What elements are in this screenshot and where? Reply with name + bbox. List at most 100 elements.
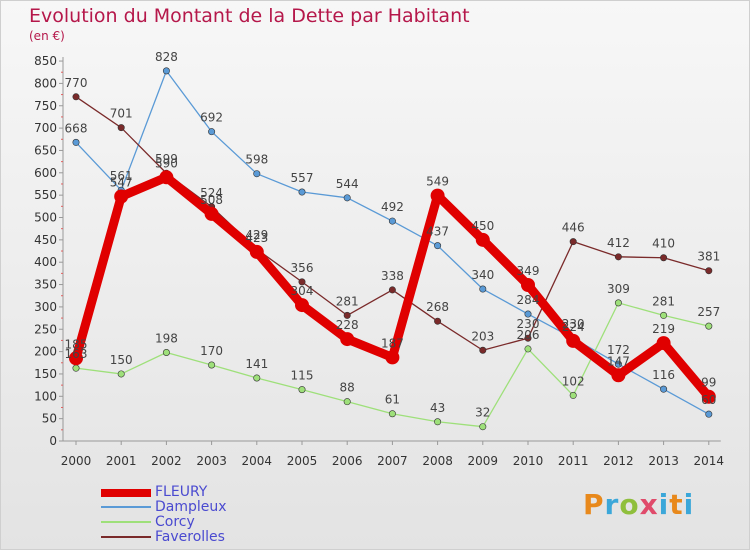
data-label-corcy-2005: 115 <box>291 369 314 383</box>
y-tick-label: 600 <box>34 166 57 180</box>
data-label-faverolles-2006: 281 <box>336 294 359 308</box>
point-dampleux-2014 <box>705 410 713 418</box>
y-tick-label: 800 <box>34 76 57 90</box>
y-tick-label: 850 <box>34 54 57 68</box>
point-corcy-2010 <box>524 345 532 353</box>
point-faverolles-2012 <box>614 253 622 261</box>
data-label-corcy-2009: 32 <box>475 406 490 420</box>
data-label-fleury-2012: 147 <box>607 354 630 368</box>
y-tick-label: 750 <box>34 99 57 113</box>
point-dampleux-2002 <box>162 67 170 75</box>
point-dampleux-2003 <box>208 128 216 136</box>
point-fleury-2007 <box>385 350 400 365</box>
x-tick-label: 2007 <box>377 454 408 468</box>
point-dampleux-2012 <box>614 360 622 368</box>
data-label-fleury-2008: 549 <box>426 175 449 189</box>
point-corcy-2004 <box>253 374 261 382</box>
data-label-fleury-2013: 219 <box>652 322 675 336</box>
data-label-fleury-2001: 547 <box>110 175 133 189</box>
data-label-faverolles-2010: 230 <box>517 317 540 331</box>
data-label-corcy-2000: 163 <box>65 347 88 361</box>
legend-swatch-fleury <box>101 489 151 497</box>
point-corcy-2005 <box>298 386 306 394</box>
point-dampleux-2000 <box>72 138 80 146</box>
legend-label-dampleux: Dampleux <box>155 499 227 515</box>
data-label-dampleux-2014: 60 <box>701 393 716 407</box>
data-label-corcy-2004: 141 <box>245 357 268 371</box>
data-label-dampleux-2007: 492 <box>381 200 404 214</box>
point-faverolles-2005 <box>298 278 306 286</box>
data-label-faverolles-2001: 701 <box>110 107 133 121</box>
chart-subtitle: (en €) <box>29 29 65 43</box>
data-label-dampleux-2013: 116 <box>652 368 675 382</box>
data-label-dampleux-2010: 284 <box>517 293 540 307</box>
data-label-faverolles-2007: 338 <box>381 269 404 283</box>
point-corcy-2002 <box>162 348 170 356</box>
data-label-dampleux-2012: 172 <box>607 343 630 357</box>
data-label-dampleux-2000: 668 <box>65 121 88 135</box>
point-dampleux-2013 <box>660 385 668 393</box>
data-label-dampleux-2004: 598 <box>245 153 268 167</box>
data-label-fleury-2002: 590 <box>155 156 178 170</box>
point-fleury-2008 <box>430 188 445 203</box>
y-tick-label: 550 <box>34 188 57 202</box>
y-tick-label: 350 <box>34 278 57 292</box>
point-fleury-2009 <box>475 232 490 247</box>
x-tick-label: 2011 <box>558 454 589 468</box>
data-label-faverolles-2008: 268 <box>426 300 449 314</box>
legend-swatch-corcy <box>101 521 151 523</box>
x-tick-label: 2005 <box>287 454 318 468</box>
x-tick-label: 2008 <box>422 454 453 468</box>
y-tick-label: 400 <box>34 255 57 269</box>
y-tick-label: 300 <box>34 300 57 314</box>
proxiti-logo: Proxiti <box>583 488 695 521</box>
data-label-faverolles-2003: 524 <box>200 186 223 200</box>
y-tick-label: 450 <box>34 233 57 247</box>
data-label-dampleux-2006: 544 <box>336 177 359 191</box>
point-faverolles-2014 <box>705 267 713 275</box>
legend-label-fleury: FLEURY <box>155 484 208 500</box>
point-fleury-2002 <box>159 170 174 185</box>
point-corcy-2003 <box>208 361 216 369</box>
point-dampleux-2010 <box>524 310 532 318</box>
y-tick-label: 700 <box>34 121 57 135</box>
x-tick-label: 2013 <box>648 454 679 468</box>
x-tick-label: 2000 <box>61 454 92 468</box>
y-tick-label: 100 <box>34 389 57 403</box>
x-tick-label: 2004 <box>242 454 273 468</box>
x-tick-label: 2001 <box>106 454 137 468</box>
point-fleury-2005 <box>295 298 309 313</box>
y-tick-label: 200 <box>34 345 57 359</box>
legend-swatch-faverolles <box>101 536 151 538</box>
point-faverolles-2006 <box>343 311 351 319</box>
point-fleury-2006 <box>340 332 355 347</box>
data-label-fleury-2010: 349 <box>517 264 540 278</box>
y-tick-label: 0 <box>49 434 57 448</box>
x-tick-label: 2002 <box>151 454 182 468</box>
y-tick-label: 500 <box>34 211 57 225</box>
point-corcy-2011 <box>569 391 577 399</box>
point-faverolles-2008 <box>434 317 442 325</box>
legend-label-faverolles: Faverolles <box>155 529 225 545</box>
data-label-fleury-2009: 450 <box>471 219 494 233</box>
point-faverolles-2009 <box>479 346 487 354</box>
data-label-fleury-2004: 423 <box>245 231 268 245</box>
point-corcy-2013 <box>660 311 668 319</box>
data-label-corcy-2008: 43 <box>430 401 445 415</box>
data-label-faverolles-2013: 410 <box>652 237 675 251</box>
chart-title: Evolution du Montant de la Dette par Hab… <box>29 5 470 27</box>
point-fleury-2013 <box>656 336 671 351</box>
point-fleury-2012 <box>611 368 626 383</box>
point-faverolles-2000 <box>72 93 80 101</box>
point-fleury-2010 <box>521 277 535 292</box>
data-label-dampleux-2003: 692 <box>200 111 223 125</box>
point-corcy-2008 <box>434 418 442 426</box>
point-fleury-2001 <box>114 189 129 204</box>
data-label-dampleux-2011: 230 <box>562 317 585 331</box>
data-label-faverolles-2000: 770 <box>65 76 88 90</box>
point-dampleux-2006 <box>343 194 351 202</box>
point-dampleux-2005 <box>298 188 306 196</box>
data-label-faverolles-2014: 381 <box>697 250 720 264</box>
data-label-corcy-2007: 61 <box>385 393 400 407</box>
